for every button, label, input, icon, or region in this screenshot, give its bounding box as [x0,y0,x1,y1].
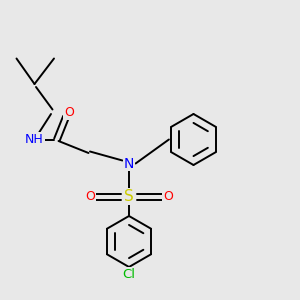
Text: S: S [124,189,134,204]
Text: N: N [124,157,134,170]
Text: O: O [64,106,74,119]
Text: NH: NH [25,133,44,146]
Text: O: O [163,190,173,203]
Text: Cl: Cl [122,268,136,281]
Text: O: O [85,190,95,203]
